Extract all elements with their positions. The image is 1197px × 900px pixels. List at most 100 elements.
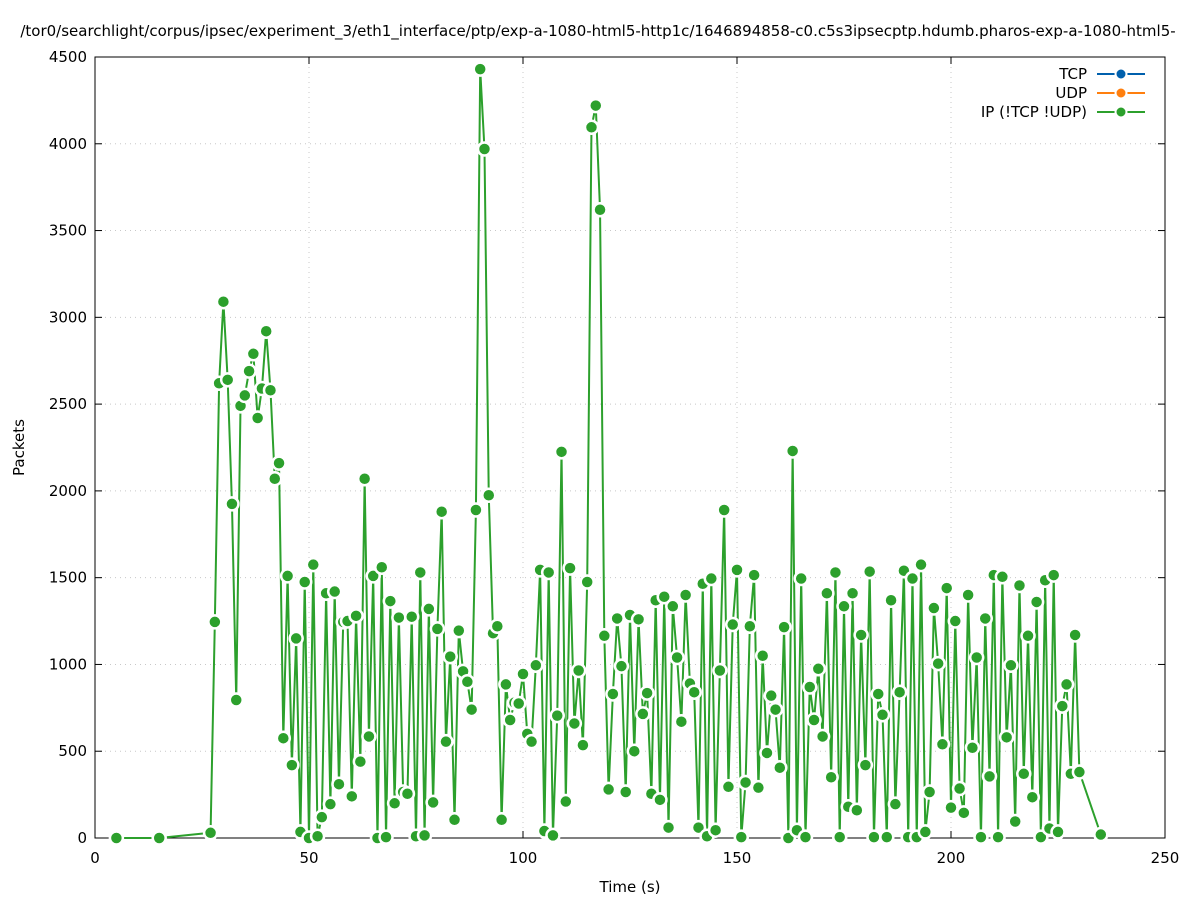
data-point [934,736,951,753]
data-point [956,805,972,821]
data-point [861,563,878,580]
data-point [883,592,899,608]
data-point [425,794,441,811]
data-point [451,622,467,639]
data-point [669,649,685,666]
x-tick-label: 200 [937,849,966,867]
data-point [322,796,339,812]
data-point [677,587,694,603]
data-point [977,610,993,627]
chart-title: /tor0/searchlight/corpus/ipsec/experimen… [20,22,1175,41]
data-point [515,666,531,682]
data-point [784,443,801,459]
grid [95,57,1165,838]
data-point [737,774,754,791]
data-point [665,598,681,615]
data-point [241,363,257,379]
data-point [926,600,942,616]
data-point [249,410,266,426]
y-tick-label: 3500 [49,222,87,240]
legend-label: IP (!TCP !UDP) [981,103,1087,121]
data-point [202,825,219,841]
data-point [656,589,672,605]
data-point [403,608,420,625]
data-point [951,780,968,797]
data-point [639,685,655,701]
data-point [776,619,792,635]
data-point [819,585,835,602]
data-point [600,781,617,798]
data-point [1054,698,1071,714]
legend-label: UDP [1055,84,1087,102]
axes: 0 50 100 150 200 2500500100015002000250030003… [49,48,1180,867]
data-point [772,759,788,776]
data-point [652,792,668,808]
data-point [904,570,921,587]
data-point [802,679,818,695]
data-point [630,611,647,628]
data-point [267,470,283,487]
data-point [626,743,643,759]
data-point [562,560,578,576]
data-point [258,323,274,339]
data-point [998,729,1015,746]
data-point [348,608,364,624]
data-point [459,674,476,690]
x-tick-label: 50 [299,849,318,867]
data-point [853,627,869,643]
data-point [468,502,484,518]
data-point [558,793,574,810]
data-point [673,713,690,730]
data-point [964,740,981,756]
data-point [891,684,908,700]
data-point [284,757,300,773]
legend-marker [1114,105,1128,119]
data-point [326,583,343,600]
data-point [1011,577,1028,594]
data-point [1016,766,1032,782]
data-point [938,580,955,596]
data-point [968,649,985,666]
data-point [806,712,822,728]
data-point [429,621,446,637]
data-point [866,829,882,845]
data-point [245,346,262,362]
y-tick-label: 4500 [49,48,87,66]
y-tick-label: 4000 [49,135,87,153]
data-point [742,618,758,635]
data-point [523,733,540,750]
data-point [917,824,934,840]
data-point [596,628,613,644]
data-point [913,556,929,573]
data-point [930,655,946,672]
data-point [960,587,976,603]
data-point [528,657,544,674]
data-point [583,119,600,136]
data-point [510,695,527,712]
data-point [609,610,625,627]
y-tick-label: 500 [58,742,87,760]
data-point [553,444,570,460]
data-point [814,728,831,745]
data-point [720,779,737,795]
data-point [617,784,634,800]
series-2 [108,61,1109,846]
data-point [1020,628,1036,644]
data-point [1050,824,1066,840]
data-point [219,372,236,388]
legend-label: TCP [1058,65,1087,83]
data-point [416,827,433,844]
data-point [879,829,895,845]
data-point [361,728,377,745]
data-point [382,593,399,609]
data-point [472,61,488,77]
y-tick-label: 2500 [49,395,87,413]
data-point [481,487,497,503]
plot-frame [94,56,1166,839]
data-point [412,564,429,581]
data-point [575,737,591,753]
data-point [549,707,565,724]
data-point [592,201,608,218]
data-point [151,830,167,846]
